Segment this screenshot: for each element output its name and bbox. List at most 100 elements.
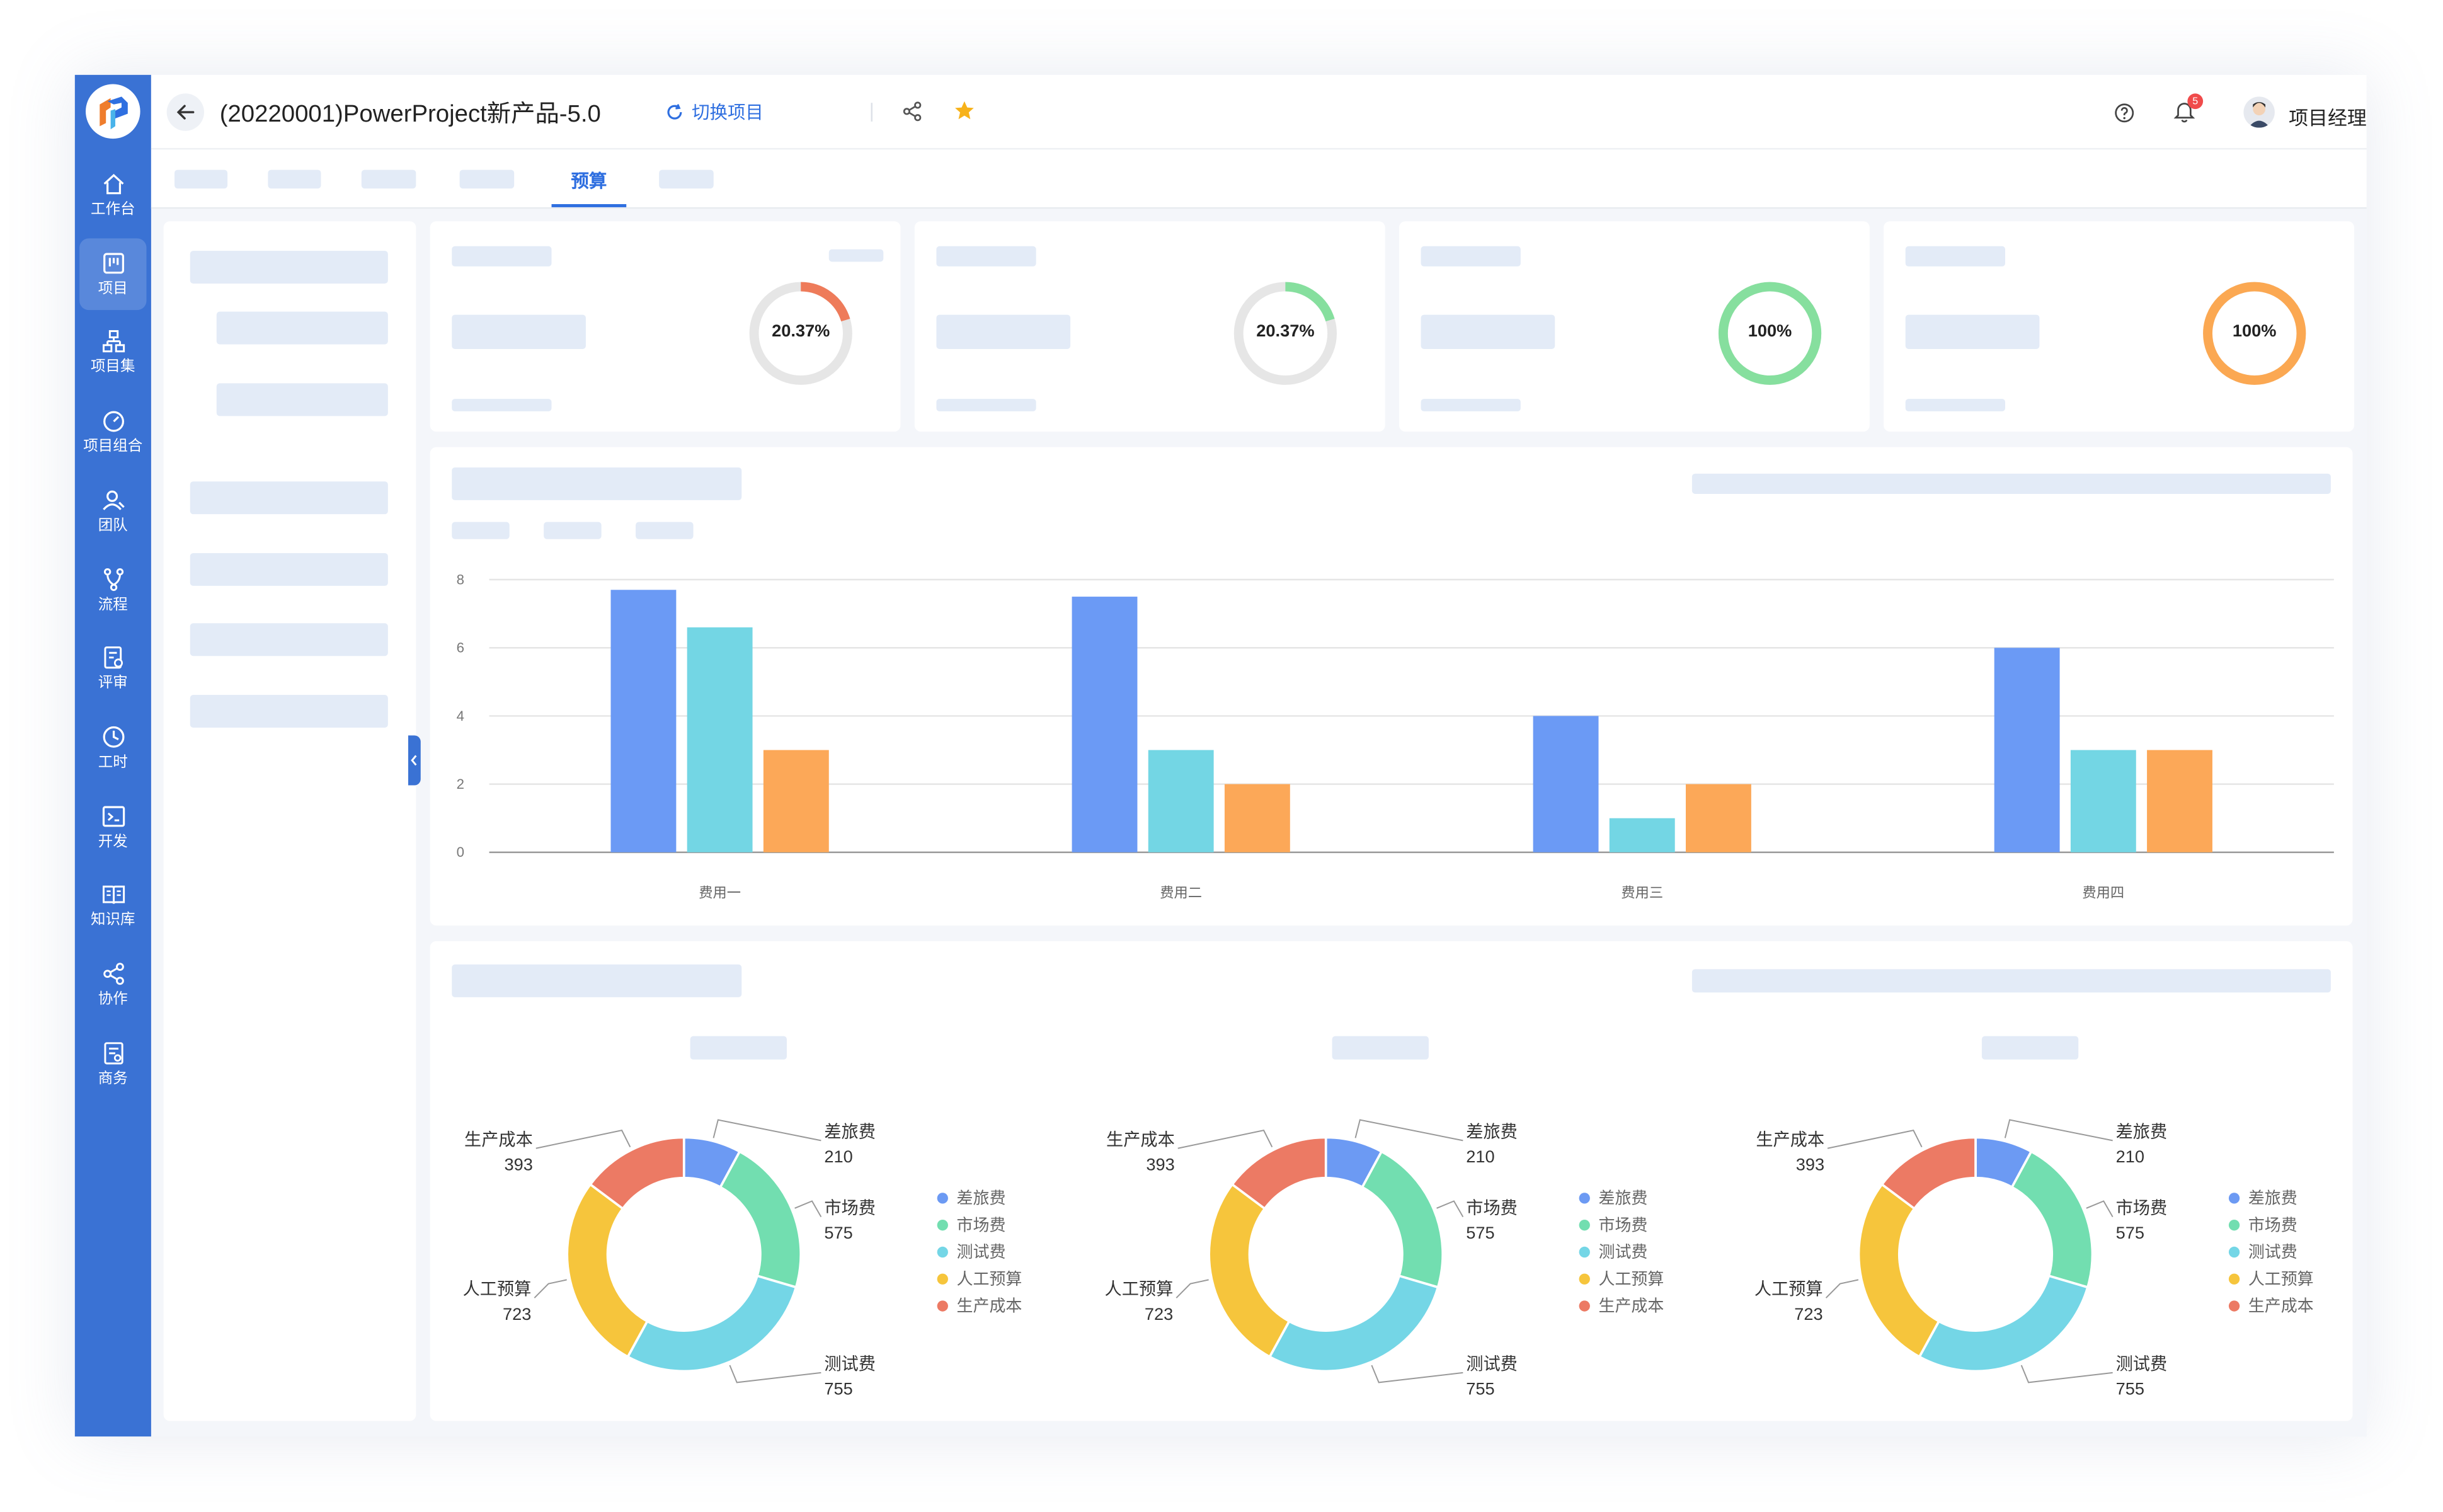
bar[interactable] [1148, 750, 1214, 852]
bar[interactable] [763, 750, 829, 852]
app-logo[interactable] [86, 84, 140, 139]
pie-slice[interactable] [1360, 1150, 1445, 1289]
legend-marker[interactable] [937, 1246, 948, 1258]
gauge-icon [102, 411, 123, 432]
pie-slice[interactable] [588, 1136, 685, 1211]
sidebar-item-8[interactable]: 工时 [79, 712, 146, 784]
tab-placeholder-1[interactable] [174, 169, 228, 189]
pie-slice[interactable] [2010, 1150, 2094, 1289]
pie-slice[interactable] [1267, 1274, 1439, 1373]
legend-marker[interactable] [2228, 1220, 2240, 1231]
legend-label[interactable]: 测试费 [957, 1242, 1006, 1261]
switch-project-button[interactable]: 切换项目 [665, 100, 764, 125]
legend-marker[interactable] [2228, 1193, 2240, 1204]
ring-progress [1233, 282, 1337, 385]
bar[interactable] [1686, 784, 1751, 852]
y-tick-label: 8 [457, 571, 464, 587]
slice-value-label: 210 [1466, 1147, 1494, 1166]
pie-slice[interactable] [626, 1274, 798, 1373]
bar[interactable] [2147, 750, 2212, 852]
pie-slice[interactable] [1918, 1274, 2090, 1373]
pie-slice[interactable] [718, 1150, 803, 1289]
tree-item[interactable] [190, 695, 388, 728]
pie-slice[interactable] [1208, 1183, 1291, 1359]
sidebar-item-label: 项目 [98, 280, 128, 297]
legend-marker[interactable] [937, 1273, 948, 1285]
bar[interactable] [687, 627, 753, 852]
sidebar-item-10[interactable]: 知识库 [79, 870, 146, 942]
legend-marker[interactable] [1579, 1220, 1590, 1231]
legend-marker[interactable] [2228, 1300, 2240, 1312]
back-button[interactable] [166, 93, 204, 131]
legend-label[interactable]: 生产成本 [957, 1297, 1022, 1315]
legend-marker[interactable] [1579, 1193, 1590, 1204]
bar[interactable] [1072, 597, 1138, 852]
avatar[interactable] [2243, 96, 2275, 128]
kpi-card: 20.37% [914, 221, 1385, 432]
legend-label[interactable]: 人工预算 [2248, 1269, 2314, 1288]
bar[interactable] [1609, 818, 1675, 852]
bar[interactable] [610, 590, 677, 852]
legend-marker[interactable] [2228, 1246, 2240, 1258]
collapse-panel-handle[interactable] [408, 735, 421, 786]
share-button[interactable] [902, 101, 922, 130]
legend-placeholder[interactable] [636, 522, 694, 539]
sidebar-item-5[interactable]: 团队 [79, 475, 146, 547]
legend-label[interactable]: 差旅费 [1599, 1189, 1648, 1208]
tab-placeholder-3[interactable] [361, 169, 416, 189]
legend-label[interactable]: 测试费 [2248, 1242, 2297, 1261]
help-button[interactable] [2114, 103, 2134, 131]
legend-marker[interactable] [937, 1300, 948, 1312]
tab-budget[interactable]: 预算 [571, 173, 607, 192]
pie-slice[interactable] [566, 1183, 649, 1359]
sidebar-item-12[interactable]: 商务 [79, 1028, 146, 1100]
legend-label[interactable]: 市场费 [1599, 1215, 1648, 1234]
legend-label[interactable]: 市场费 [957, 1215, 1006, 1234]
bar[interactable] [2070, 750, 2136, 852]
pie-slice[interactable] [1857, 1183, 1941, 1359]
legend-label[interactable]: 差旅费 [2248, 1189, 2297, 1208]
sidebar-item-11[interactable]: 协作 [79, 949, 146, 1021]
tree-item[interactable] [190, 623, 388, 656]
bar[interactable] [1994, 648, 2060, 852]
tree-item[interactable] [216, 311, 388, 345]
sidebar-item-label: 商务 [98, 1070, 128, 1087]
tree-item[interactable] [190, 481, 388, 515]
pie-slice[interactable] [1880, 1136, 1977, 1211]
sidebar-item-9[interactable]: 开发 [79, 791, 146, 862]
sidebar-item-4[interactable]: 项目组合 [79, 396, 146, 467]
tab-placeholder-2[interactable] [268, 169, 321, 189]
legend-placeholder[interactable] [452, 522, 510, 539]
progress-ring [1718, 282, 1822, 385]
notifications-button[interactable] [2173, 100, 2195, 130]
legend-label[interactable]: 人工预算 [957, 1269, 1022, 1288]
legend-label[interactable]: 生产成本 [1599, 1297, 1664, 1315]
bar[interactable] [1533, 716, 1599, 852]
legend-label[interactable]: 市场费 [2248, 1215, 2297, 1234]
tree-item[interactable] [190, 553, 388, 586]
legend-marker[interactable] [1579, 1273, 1590, 1285]
legend-label[interactable]: 人工预算 [1599, 1269, 1664, 1288]
legend-label[interactable]: 测试费 [1599, 1242, 1648, 1261]
favorite-button[interactable] [954, 100, 976, 129]
tree-item[interactable] [190, 251, 388, 284]
sidebar-item-6[interactable]: 流程 [79, 554, 146, 626]
tree-item[interactable] [216, 383, 388, 416]
tab-placeholder-6[interactable] [659, 169, 714, 189]
sidebar-item-3[interactable]: 项目集 [79, 317, 146, 389]
legend-marker[interactable] [1579, 1300, 1590, 1312]
tab-placeholder-4[interactable] [459, 169, 515, 189]
legend-marker[interactable] [1579, 1246, 1590, 1258]
pie-slice[interactable] [1230, 1136, 1327, 1211]
sidebar-item-7[interactable]: 评审 [79, 633, 146, 705]
slice-name-label: 生产成本 [1106, 1130, 1175, 1149]
bar[interactable] [1224, 784, 1290, 852]
sidebar-item-1[interactable]: 工作台 [79, 159, 146, 231]
legend-marker[interactable] [937, 1220, 948, 1231]
legend-label[interactable]: 生产成本 [2248, 1297, 2314, 1315]
legend-label[interactable]: 差旅费 [957, 1189, 1006, 1208]
legend-marker[interactable] [937, 1193, 948, 1204]
legend-placeholder[interactable] [544, 522, 602, 539]
legend-marker[interactable] [2228, 1273, 2240, 1285]
sidebar-item-2[interactable]: 项目 [79, 238, 147, 310]
